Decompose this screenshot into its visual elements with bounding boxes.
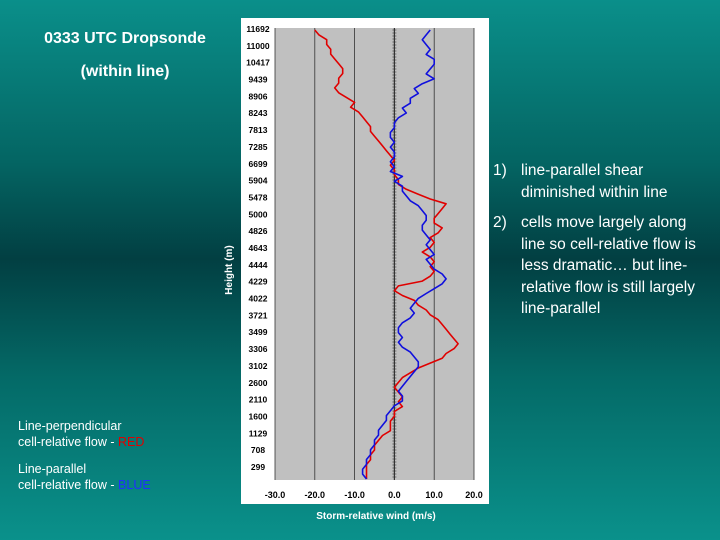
y-tick-label: 9439: [249, 75, 268, 85]
y-tick-label: 5478: [249, 192, 268, 202]
legend-red-word: RED: [118, 435, 145, 449]
y-tick-label: 11000: [246, 41, 269, 51]
y-tick-label: 7813: [249, 125, 268, 135]
y-tick-label: 708: [251, 445, 265, 455]
x-axis-label: Storm-relative wind (m/s): [316, 511, 435, 522]
legend-par-prefix: cell-relative flow -: [18, 478, 119, 492]
note-item: 1) line-parallel shear diminished within…: [493, 160, 708, 203]
note-item: 2) cells move largely along line so cell…: [493, 212, 708, 320]
y-tick-label: 8243: [249, 108, 268, 118]
note-number: 1): [493, 162, 507, 179]
series-line-red: [314, 29, 459, 479]
slide-subtitle: (within line): [80, 63, 170, 80]
plot-area: [275, 28, 474, 480]
legend-par-line2: cell-relative flow - BLUE: [18, 477, 151, 493]
y-tick-label: 2110: [249, 395, 268, 405]
series-line-blue: [361, 29, 447, 480]
notes-list: 1) line-parallel shear diminished within…: [493, 160, 708, 329]
y-tick-label: 4826: [249, 226, 268, 236]
note-number: 2): [493, 214, 507, 231]
x-tick-label: 20.0: [465, 490, 483, 500]
legend-blue-word: BLUE: [118, 478, 151, 492]
y-tick-label: 2600: [249, 378, 268, 388]
y-tick-label: 3721: [249, 310, 268, 320]
y-tick-label: 3102: [249, 361, 268, 371]
legend-par-line1: Line-parallel: [18, 462, 87, 476]
note-text: line-parallel shear diminished within li…: [521, 162, 668, 201]
y-tick-label: 3306: [249, 344, 268, 354]
y-tick-label: 8906: [249, 91, 268, 101]
y-tick-label: 1129: [249, 428, 268, 438]
y-tick-label: 1600: [249, 411, 268, 421]
y-tick-label: 7285: [249, 142, 268, 152]
y-tick-label: 11692: [246, 24, 269, 34]
x-tick-label: -30.0: [265, 490, 286, 500]
y-axis-label: Height (m): [224, 245, 235, 294]
y-tick-label: 4022: [249, 294, 268, 304]
x-tick-label: 10.0: [425, 490, 443, 500]
y-tick-label: 5904: [249, 176, 268, 186]
legend-perp-line1: Line-perpendicular: [18, 419, 122, 433]
y-tick-label: 6699: [249, 159, 268, 169]
x-tick-label: 0.0: [388, 490, 401, 500]
y-tick-label: 4643: [249, 243, 268, 253]
legend-perp-prefix: cell-relative flow -: [18, 435, 119, 449]
legend-perp-line2: cell-relative flow - RED: [18, 434, 144, 450]
y-tick-label: 4229: [249, 277, 268, 287]
x-tick-label: -20.0: [305, 490, 326, 500]
y-tick-label: 4444: [249, 260, 268, 270]
y-tick-label: 10417: [246, 58, 270, 68]
legend-perpendicular: Line-perpendicular cell-relative flow - …: [18, 418, 144, 450]
x-tick-label: -10.0: [344, 490, 365, 500]
y-tick-label: 299: [251, 462, 265, 472]
y-tick-label: 5000: [249, 209, 268, 219]
y-tick-label: 3499: [249, 327, 268, 337]
note-text: cells move largely along line so cell-re…: [521, 214, 696, 317]
legend-parallel: Line-parallel cell-relative flow - BLUE: [18, 461, 151, 493]
slide-title: 0333 UTC Dropsonde: [44, 30, 206, 47]
